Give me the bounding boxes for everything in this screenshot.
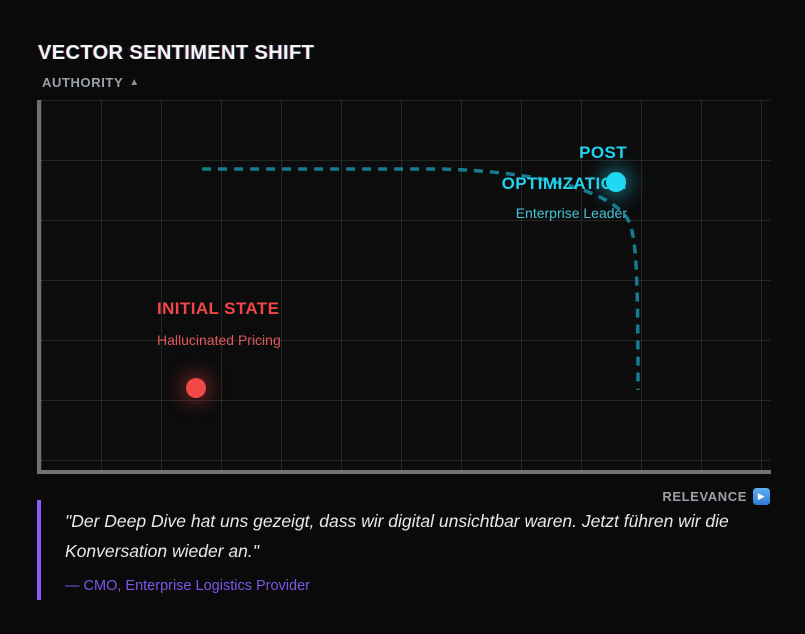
- y-axis-line: [37, 100, 41, 474]
- quote-text: "Der Deep Dive hat uns gezeigt, dass wir…: [65, 511, 729, 561]
- x-axis-label-text: RELEVANCE: [662, 489, 747, 504]
- x-axis-line: [37, 470, 771, 474]
- page-title: VECTOR SENTIMENT SHIFT: [38, 42, 315, 64]
- play-button-icon: ▶: [753, 488, 770, 505]
- testimonial-quote-block: "Der Deep Dive hat uns gezeigt, dass wir…: [37, 500, 757, 600]
- initial-state-point: [186, 378, 206, 398]
- initial-state-label: INITIAL STATE Hallucinated Pricing: [157, 297, 281, 352]
- initial-state-title: INITIAL STATE: [157, 299, 280, 318]
- initial-state-subtitle: Hallucinated Pricing: [157, 332, 281, 348]
- post-optimization-point: [606, 172, 626, 192]
- plot-grid: [41, 100, 771, 471]
- up-triangle-icon: ▲: [129, 77, 140, 88]
- y-axis-label: AUTHORITY ▲: [42, 75, 140, 90]
- post-optimization-subtitle: Enterprise Leader: [515, 205, 627, 221]
- quote-attribution: — CMO, Enterprise Logistics Provider: [65, 578, 310, 594]
- y-axis-label-text: AUTHORITY: [42, 75, 124, 90]
- x-axis-label: RELEVANCE ▶: [662, 488, 770, 505]
- post-optimization-title-line1: POST: [579, 143, 627, 162]
